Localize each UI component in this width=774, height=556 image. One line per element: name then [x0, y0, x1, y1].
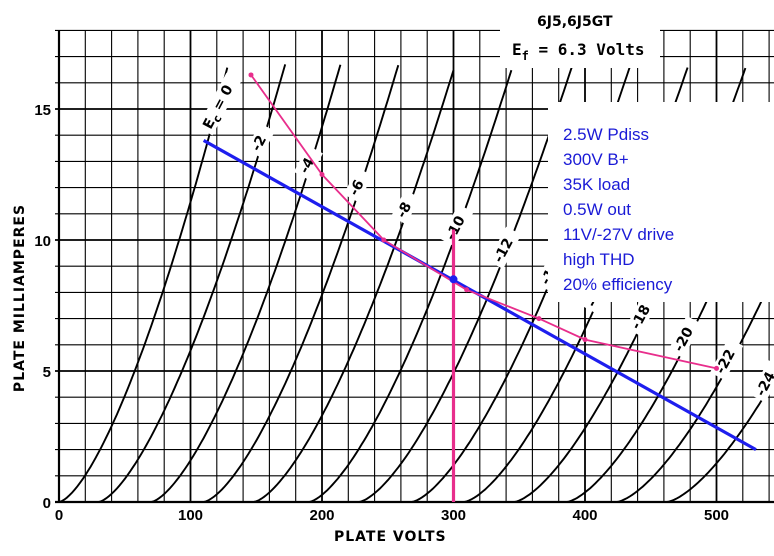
y-tick-label: 10: [34, 233, 51, 250]
curve-label-text: -2: [249, 133, 270, 154]
tick-labels: 0 100 200 300 400 500 0 5 10 15: [34, 102, 729, 524]
annotation-panel: [548, 102, 774, 302]
curve-label-text: -8: [394, 200, 415, 221]
annotation-drive: 11V/-27V drive: [563, 225, 674, 244]
annotations: 2.5W Pdiss 300V B+ 35K load 0.5W out 11V…: [563, 125, 674, 294]
curve-label-bg: [343, 167, 373, 203]
dissipation-point: [536, 316, 542, 322]
curve-label-24: -24: [750, 360, 774, 403]
plate-curve-6: [203, 64, 400, 503]
y-tick-label: 15: [34, 102, 51, 119]
curve-label-8: -8: [391, 189, 421, 225]
annotation-efficiency: 20% efficiency: [563, 275, 673, 294]
plate-curve-22: [616, 279, 773, 503]
curve-label-0: Ec = 0: [197, 72, 242, 136]
curve-label-2: -2: [245, 123, 276, 158]
overlays: [202, 72, 757, 502]
annotation-output: 0.5W out: [563, 200, 631, 219]
curve-label-bg: [625, 293, 659, 336]
curve-label-bg: [391, 189, 421, 225]
curve-label-bg: [197, 72, 242, 136]
annotation-bplus: 300V B+: [563, 150, 629, 169]
annotation-pdiss: 2.5W Pdiss: [563, 125, 649, 144]
curve-label-20: -20: [668, 315, 702, 359]
curve-label-bg: [440, 204, 474, 247]
annotation-thd: high THD: [563, 250, 635, 269]
plate-curve-labels: Ec = 0-2-4-6-8-10-12-14-16-18-20-22-24: [197, 72, 774, 403]
x-tick-label: 0: [55, 507, 63, 524]
x-tick-label: 400: [572, 507, 597, 524]
plate-curve-24: [666, 383, 773, 503]
dissipation-point: [582, 337, 588, 343]
annotation-load: 35K load: [563, 175, 630, 194]
x-tick-label: 500: [704, 507, 729, 524]
chart-subtitle: Ef = 6.3 Volts: [512, 40, 644, 63]
y-axis-title: PLATE MILLIAMPERES: [12, 204, 28, 392]
operating-point: [449, 275, 458, 284]
dissipation-point: [248, 72, 254, 78]
plate-curve-4: [150, 64, 342, 503]
curve-label-12: -12: [488, 226, 522, 270]
plate-curve-8: [253, 69, 455, 503]
curve-label-bg: [750, 360, 774, 403]
plate-curve-12: [358, 66, 573, 503]
x-axis-title: PLATE VOLTS: [334, 529, 447, 545]
x-tick-label: 200: [309, 507, 334, 524]
curve-label-6: -6: [343, 167, 373, 203]
title-panel: [500, 6, 660, 68]
dissipation-point: [714, 365, 719, 371]
y-tick-label: 0: [43, 495, 51, 512]
plate-curve-0: [58, 67, 229, 503]
y-tick-label: 5: [43, 364, 51, 381]
curve-label-text: Ec = 0: [200, 82, 239, 133]
curve-label-bg: [668, 315, 702, 359]
x-tick-label: 100: [178, 507, 203, 524]
x-tick-label: 300: [441, 507, 466, 524]
curve-label-bg: [293, 145, 323, 180]
dissipation-point: [381, 237, 387, 243]
chart-title: 6J5,6J5GT: [537, 14, 613, 30]
curve-label-text: -6: [346, 177, 367, 198]
plate-curve-10: [308, 69, 513, 503]
curve-label-bg: [245, 123, 276, 158]
curve-label-4: -4: [293, 145, 323, 180]
dissipation-point: [319, 172, 325, 177]
curve-label-bg: [488, 226, 522, 270]
dissipation-point: [464, 287, 470, 293]
